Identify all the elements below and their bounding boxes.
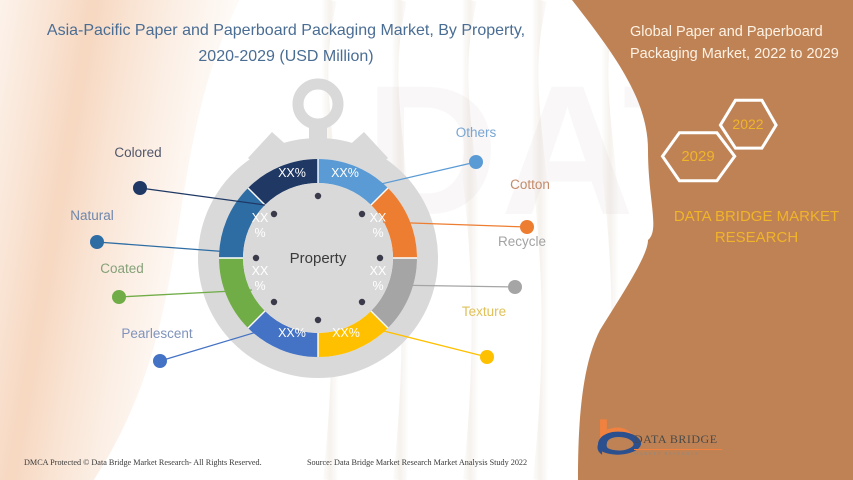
svg-text:Property: Property [290, 250, 347, 267]
svg-text:Colored: Colored [114, 145, 161, 160]
svg-text:Cotton: Cotton [510, 177, 550, 192]
svg-text:Natural: Natural [70, 208, 114, 223]
svg-text:XX%: XX% [278, 326, 306, 340]
svg-text:Others: Others [456, 125, 497, 140]
svg-text:XX: XX [370, 264, 387, 278]
svg-text:XX%: XX% [278, 166, 306, 180]
svg-text:Texture: Texture [462, 304, 506, 319]
svg-text:%: % [254, 279, 265, 293]
svg-text:%: % [372, 226, 383, 240]
svg-text:Recycle: Recycle [498, 234, 546, 249]
svg-text:XX%: XX% [332, 326, 360, 340]
svg-text:XX: XX [252, 211, 269, 225]
svg-text:Pearlescent: Pearlescent [121, 326, 193, 341]
svg-text:XX: XX [252, 264, 269, 278]
svg-text:%: % [372, 279, 383, 293]
svg-text:XX: XX [370, 211, 387, 225]
svg-text:Coated: Coated [100, 261, 144, 276]
svg-text:%: % [254, 226, 265, 240]
svg-text:XX%: XX% [331, 166, 359, 180]
